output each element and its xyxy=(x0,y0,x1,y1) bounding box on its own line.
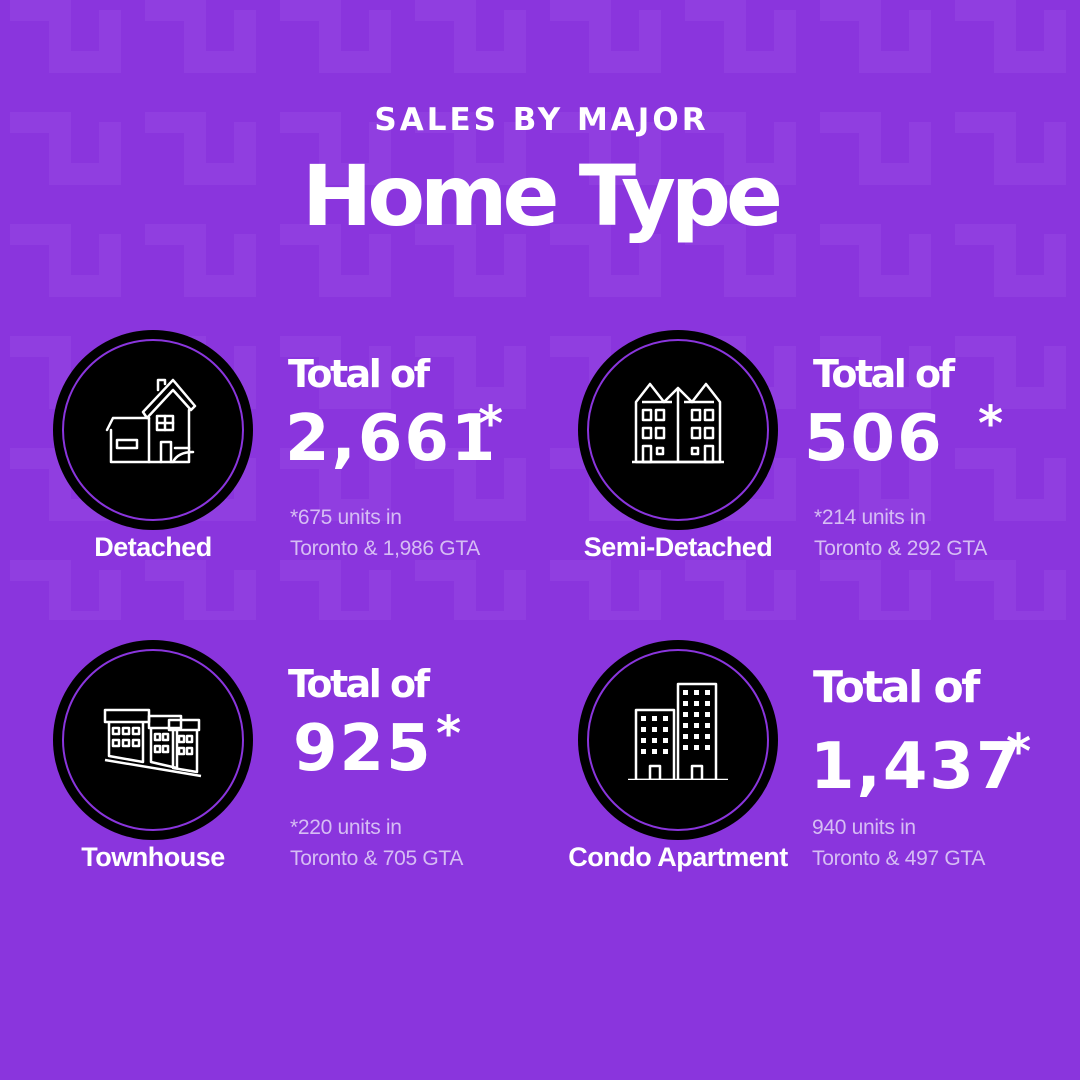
units-note: *220 units in Toronto & 705 GTA xyxy=(290,812,463,874)
total-label: Total of xyxy=(288,352,430,396)
asterisk-marker: * xyxy=(1006,724,1032,780)
sales-count: 1,437 xyxy=(810,730,1023,804)
asterisk-marker: * xyxy=(436,706,462,762)
units-note-line2: Toronto & 705 GTA xyxy=(290,847,464,870)
units-note-line1: *675 units in xyxy=(290,506,402,529)
sales-count: 2,661 xyxy=(285,402,498,476)
asterisk-marker: * xyxy=(978,396,1004,452)
units-note: *214 units in Toronto & 292 GTA xyxy=(814,502,987,564)
units-note-line1: *220 units in xyxy=(290,816,402,839)
page-title: Home Type xyxy=(302,147,783,245)
header-kicker: SALES BY MAJOR xyxy=(374,102,709,138)
icon-circle xyxy=(53,640,253,840)
sales-count: 506 xyxy=(804,402,944,476)
semi-detached-house-icon xyxy=(632,382,724,464)
units-note-line2: Toronto & 497 GTA xyxy=(812,847,986,870)
units-note-line2: Toronto & 292 GTA xyxy=(814,537,988,560)
units-note-line2: Toronto & 1,986 GTA xyxy=(290,537,481,560)
card-condo-apartment: Condo Apartment Total of 1,437 * 940 uni… xyxy=(568,640,1080,890)
total-label: Total of xyxy=(813,662,980,713)
type-label: Detached xyxy=(94,532,212,562)
icon-circle xyxy=(53,330,253,530)
units-note-line1: *214 units in xyxy=(814,506,926,529)
condo-building-icon xyxy=(628,682,728,780)
total-label: Total of xyxy=(288,662,430,706)
header: SALES BY MAJOR Home Type xyxy=(0,100,1080,246)
units-note-line1: 940 units in xyxy=(812,816,916,839)
type-label: Condo Apartment xyxy=(568,842,788,872)
detached-house-icon xyxy=(105,378,197,464)
asterisk-marker: * xyxy=(478,396,504,452)
type-label: Semi-Detached xyxy=(583,532,773,562)
units-note: *675 units in Toronto & 1,986 GTA xyxy=(290,502,480,564)
sales-count: 925 xyxy=(293,712,433,786)
units-note: 940 units in Toronto & 497 GTA xyxy=(812,812,985,874)
card-semi-detached: Semi-Detached Total of 506 * *214 units … xyxy=(578,330,1080,580)
type-label: Townhouse xyxy=(81,842,225,872)
townhouse-icon xyxy=(103,708,202,778)
total-label: Total of xyxy=(813,352,955,396)
card-townhouse: Townhouse Total of 925 * *220 units in T… xyxy=(53,640,573,890)
card-detached: Detached Total of 2,661 * *675 units in … xyxy=(53,330,573,580)
